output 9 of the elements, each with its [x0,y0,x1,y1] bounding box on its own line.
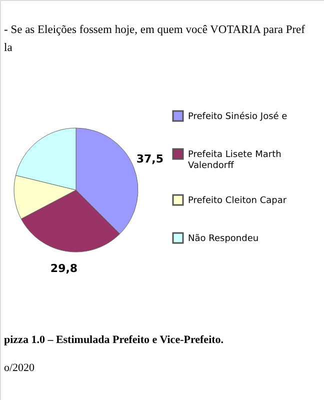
legend-label: Prefeito Sinésio José e [188,111,288,122]
legend-label: Prefeita Lisete Marth Valendorff [188,150,282,171]
text: pizza 1.0 – Estimulada Prefeito e Vice-Prefeito. [4,334,224,346]
data-label: 29,8 [50,262,78,276]
legend-label: Prefeito Cleiton Capar [188,196,287,206]
data-label: 37,5 [136,152,164,166]
chart-title: - Se as Eleições fossem hoje, em quem você VOTARIA para Pref la [4,24,306,54]
text: o/2020 [4,362,36,374]
legend-label: Não Respondeu [188,234,259,244]
